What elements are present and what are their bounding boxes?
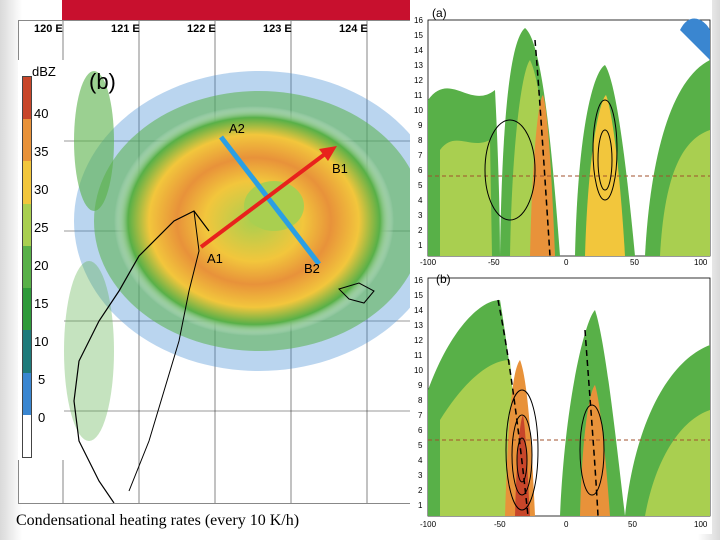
colorbar-tick: 20 (34, 258, 49, 273)
line-a (219, 135, 321, 266)
label-b1: B1 (332, 161, 348, 176)
lon-label-122: 122 E (187, 23, 216, 35)
label-a2: A2 (229, 121, 245, 136)
colorbar-tick: 25 (34, 220, 49, 235)
bottom-y-tick: 8 (418, 396, 423, 405)
top-y-tick: 14 (414, 46, 423, 55)
bottom-y-tick: 15 (414, 291, 423, 300)
slide-caption: Condensational heating rates (every 10 K… (16, 512, 300, 529)
colorbar-swatch (23, 119, 31, 162)
lon-label-121: 121 E (111, 23, 140, 35)
bottom-y-tick: 12 (414, 336, 423, 345)
colorbar-unit: dBZ (32, 64, 56, 79)
label-b2: B2 (304, 261, 320, 276)
top-y-tick: 15 (414, 31, 423, 40)
top-y-tick: 4 (418, 196, 423, 205)
bottom-y-tick: 7 (418, 411, 423, 420)
bottom-y-tick: 14 (414, 306, 423, 315)
top-x-tick: 100 (694, 258, 708, 267)
cross-section-bottom-label: (b) (436, 272, 451, 286)
bottom-x-tick: -50 (494, 520, 506, 529)
colorbar-tick: 5 (38, 372, 46, 387)
colorbar-tick: 40 (34, 106, 49, 121)
top-y-tick: 6 (418, 166, 423, 175)
bottom-y-tick: 13 (414, 321, 423, 330)
colorbar-swatch (23, 245, 31, 289)
title-accent-bar (62, 0, 412, 22)
colorbar-swatch (23, 161, 31, 204)
bottom-y-tick: 1 (418, 501, 423, 510)
colorbar-tick: 35 (34, 144, 49, 159)
cross-section-top-label: (a) (432, 6, 447, 20)
top-y-tick: 9 (418, 121, 423, 130)
bottom-y-tick: 5 (418, 441, 423, 450)
top-y-tick: 11 (414, 91, 423, 100)
bottom-y-tick: 10 (414, 366, 423, 375)
top-y-tick: 13 (414, 61, 423, 70)
colorbar-swatch (23, 330, 31, 373)
colorbar-swatch (23, 414, 31, 457)
top-x-tick: 50 (630, 258, 639, 267)
bottom-y-tick: 2 (418, 486, 423, 495)
radar-map-image (19, 21, 414, 503)
top-y-tick: 12 (414, 76, 423, 85)
colorbar: dBZ 40 35 30 25 20 15 10 5 0 (18, 60, 64, 460)
top-y-tick: 1 (418, 241, 423, 250)
line-b-arrowhead (319, 146, 337, 161)
top-y-tick: 10 (414, 106, 423, 115)
top-x-tick: 0 (564, 258, 569, 267)
bottom-x-tick: -100 (420, 520, 437, 529)
bottom-y-tick: 9 (418, 381, 423, 390)
colorbar-tick: 30 (34, 182, 49, 197)
radar-panel-label: (b) (89, 69, 116, 94)
lon-label-124: 124 E (339, 23, 368, 35)
cross-section-panel: (a) (b) 16 15 14 13 12 11 10 9 8 7 6 5 4… (410, 0, 712, 534)
colorbar-tick: 0 (38, 410, 46, 425)
top-y-tick: 2 (418, 226, 423, 235)
bottom-x-tick: 50 (628, 520, 637, 529)
colorbar-tick: 15 (34, 296, 49, 311)
line-b (199, 152, 327, 249)
colorbar-swatch (23, 288, 31, 331)
colorbar-tick: 10 (34, 334, 49, 349)
top-y-tick: 8 (418, 136, 423, 145)
label-a1: A1 (207, 251, 223, 266)
top-y-tick: 3 (418, 211, 423, 220)
lon-label-123: 123 E (263, 23, 292, 35)
bottom-y-tick: 3 (418, 471, 423, 480)
lon-label-120: 120 E (34, 23, 63, 35)
colorbar-swatch (23, 77, 31, 120)
colorbar-swatch (23, 203, 31, 246)
cross-section-image (427, 18, 711, 517)
radar-map-panel: 120 E 121 E 122 E 123 E 124 E (b) A2 A1 … (18, 20, 415, 504)
bottom-y-tick: 6 (418, 426, 423, 435)
bottom-y-tick: 4 (418, 456, 423, 465)
bottom-x-tick: 100 (694, 520, 708, 529)
top-x-tick: -100 (420, 258, 437, 267)
top-x-tick: -50 (488, 258, 500, 267)
colorbar-swatch (23, 372, 31, 415)
bottom-y-tick: 11 (414, 351, 423, 360)
top-y-tick: 7 (418, 151, 423, 160)
top-y-tick: 16 (414, 16, 423, 25)
top-y-tick: 5 (418, 181, 423, 190)
bottom-x-tick: 0 (564, 520, 569, 529)
bottom-y-tick: 16 (414, 276, 423, 285)
